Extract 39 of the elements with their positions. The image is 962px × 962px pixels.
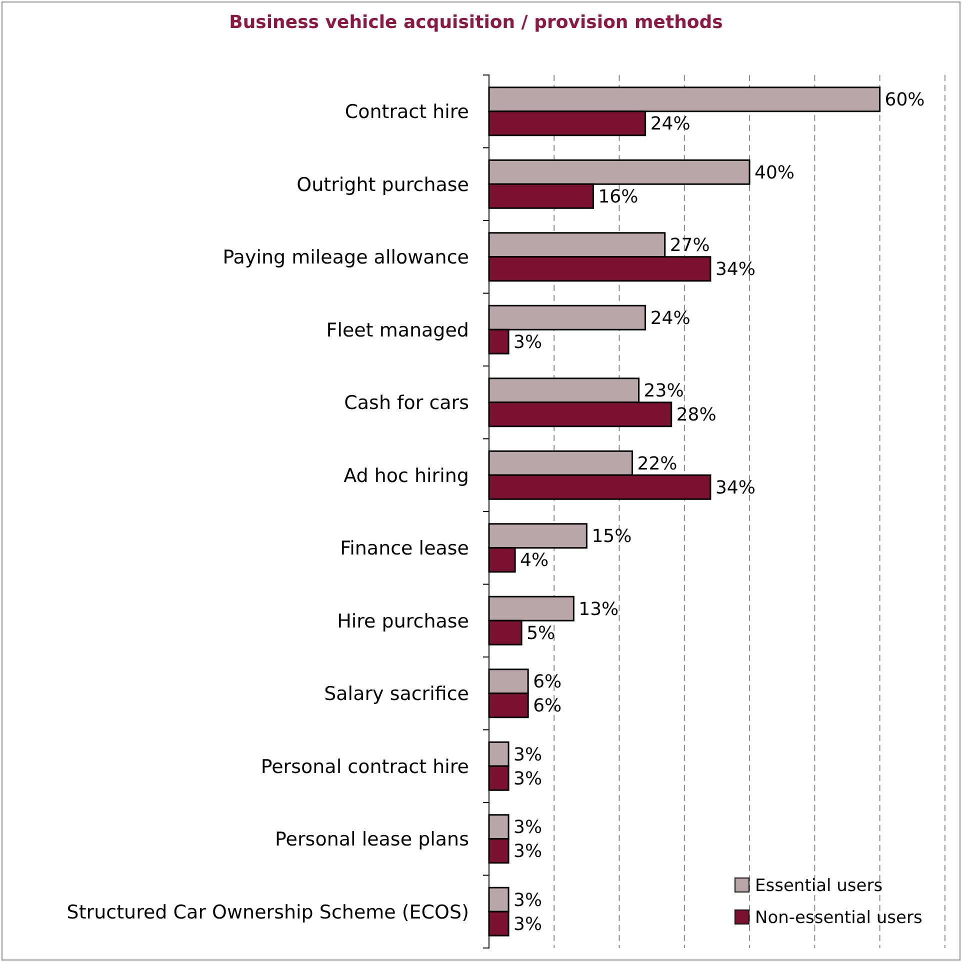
data-label: 28%	[676, 404, 716, 426]
y-tick-label: Hire purchase	[337, 610, 469, 632]
y-tick-label: Personal lease plans	[275, 828, 469, 851]
data-label: 27%	[670, 235, 710, 256]
y-tick-label: Fleet managed	[326, 319, 469, 342]
data-label: 40%	[754, 162, 795, 184]
y-tick-label: Personal contract hire	[260, 756, 469, 778]
data-label: 15%	[592, 526, 632, 548]
data-label: 3%	[514, 914, 542, 935]
data-label: 3%	[514, 744, 542, 766]
data-label: 34%	[715, 477, 756, 498]
y-tick-label: Contract hire	[344, 101, 469, 124]
chart-title: Business vehicle acquisition / provision methods	[229, 12, 723, 33]
y-tick-label: Structured Car Ownership Scheme (ECOS)	[66, 901, 469, 924]
data-label: 24%	[650, 114, 690, 135]
data-label: 3%	[514, 817, 542, 838]
y-tick-label: Salary sacrifice	[324, 683, 469, 706]
data-label: 3%	[514, 890, 542, 911]
data-label: 23%	[644, 380, 684, 402]
legend-label: Essential users	[755, 876, 883, 896]
y-tick-label: Paying mileage allowance	[222, 246, 469, 269]
data-label: 16%	[598, 186, 638, 208]
data-label: 4%	[520, 550, 549, 572]
y-tick-label: Cash for cars	[344, 392, 469, 414]
data-label: 34%	[715, 259, 756, 280]
data-label: 5%	[526, 622, 556, 644]
data-label: 3%	[514, 332, 542, 353]
data-label: 24%	[650, 308, 690, 329]
data-label: 6%	[533, 696, 562, 717]
y-tick-label: Finance lease	[340, 538, 469, 560]
y-tick-label: Outright purchase	[296, 174, 469, 196]
data-label: 60%	[884, 90, 925, 111]
data-label: 22%	[637, 453, 678, 474]
data-label: 3%	[514, 841, 542, 862]
data-label: 6%	[533, 672, 562, 693]
legend-label: Non-essential users	[755, 908, 922, 928]
y-tick-label: Ad hoc hiring	[344, 464, 469, 487]
data-label: 3%	[514, 768, 542, 790]
data-label: 13%	[578, 598, 619, 620]
